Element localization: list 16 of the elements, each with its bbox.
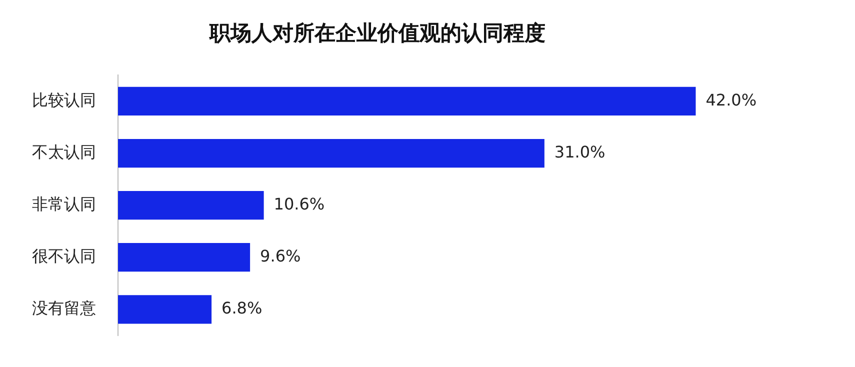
y-tick-label: 不太认同 [32, 142, 96, 162]
bar [118, 86, 696, 116]
data-label: 31.0% [554, 142, 606, 162]
bar [118, 295, 212, 324]
y-tick-label: 很不认同 [32, 246, 96, 266]
y-tick-label: 比较认同 [32, 90, 96, 110]
bar [118, 243, 250, 272]
chart-title: 职场人对所在企业价值观的认同程度 [208, 21, 546, 46]
data-label: 10.6% [274, 194, 325, 214]
bar [118, 138, 544, 168]
bar [118, 190, 264, 220]
y-tick-label: 非常认同 [32, 194, 96, 214]
data-label: 9.6% [260, 246, 301, 266]
data-label: 42.0% [706, 90, 757, 110]
data-label: 6.8% [222, 298, 262, 318]
y-tick-label: 没有留意 [32, 298, 96, 318]
